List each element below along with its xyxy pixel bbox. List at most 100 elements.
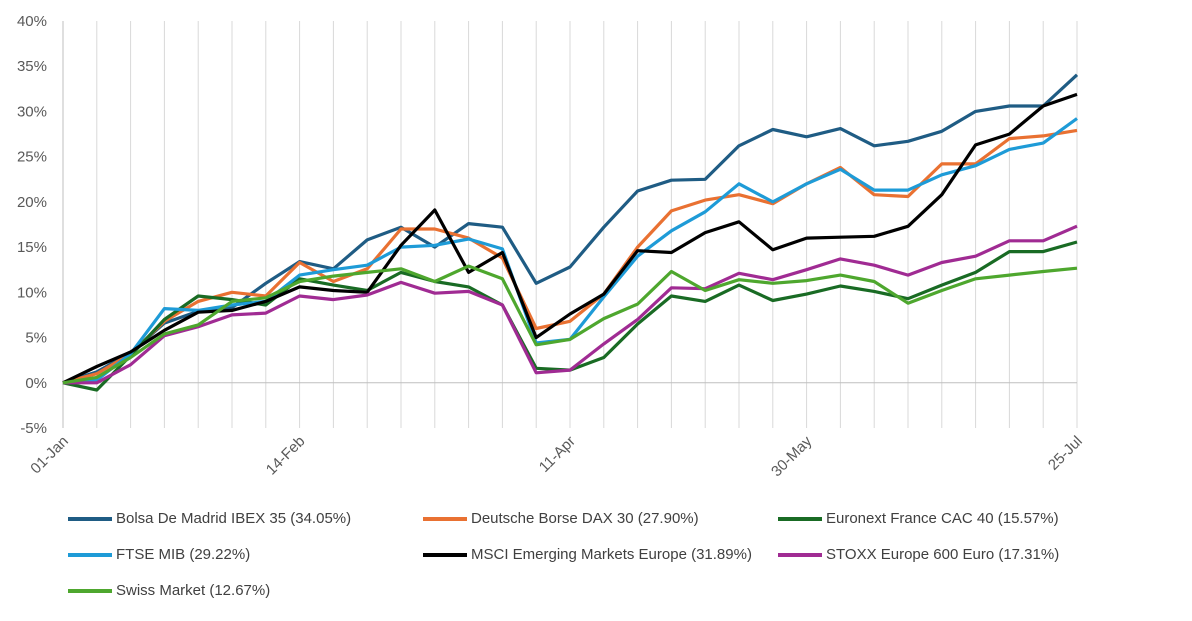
data-point bbox=[1008, 137, 1011, 140]
data-point bbox=[704, 198, 707, 201]
data-point bbox=[366, 264, 369, 267]
legend-label: STOXX Europe 600 Euro (17.31%) bbox=[826, 546, 1060, 563]
data-point bbox=[1042, 239, 1045, 242]
data-point bbox=[636, 322, 639, 325]
data-point bbox=[501, 303, 504, 306]
series-line bbox=[62, 128, 1078, 385]
data-point bbox=[95, 365, 98, 368]
data-point bbox=[95, 388, 98, 391]
data-point bbox=[636, 249, 639, 252]
data-point bbox=[805, 236, 808, 239]
data-point bbox=[873, 193, 876, 196]
data-point bbox=[805, 182, 808, 185]
data-point bbox=[839, 257, 842, 260]
data-point bbox=[1008, 104, 1011, 107]
data-point bbox=[670, 251, 673, 254]
data-point bbox=[670, 286, 673, 289]
data-point bbox=[737, 144, 740, 147]
data-point bbox=[805, 268, 808, 271]
data-point bbox=[940, 261, 943, 264]
data-point bbox=[636, 246, 639, 249]
data-point bbox=[568, 338, 571, 341]
series-line bbox=[62, 264, 1078, 385]
data-point bbox=[1042, 250, 1045, 253]
data-point bbox=[1075, 73, 1078, 76]
data-point bbox=[602, 226, 605, 229]
legend-item: STOXX Europe 600 Euro (17.31%) bbox=[778, 546, 1059, 563]
data-point bbox=[737, 278, 740, 281]
data-point bbox=[399, 244, 402, 247]
data-point bbox=[704, 210, 707, 213]
data-point bbox=[1008, 239, 1011, 242]
data-point bbox=[433, 292, 436, 295]
legend-item: Deutsche Borse DAX 30 (27.90%) bbox=[423, 510, 699, 527]
y-tick-label: 5% bbox=[25, 330, 47, 347]
data-point bbox=[332, 268, 335, 271]
data-point bbox=[433, 244, 436, 247]
line-chart: -5% 0% 5% 10% 15% 20% 25% 30% 35% 40% 01-Jan 14-Fe… bbox=[17, 13, 1086, 480]
vertical-gridlines bbox=[62, 21, 1078, 428]
data-point bbox=[501, 277, 504, 280]
data-point bbox=[197, 300, 200, 303]
data-point bbox=[129, 363, 132, 366]
data-point bbox=[636, 255, 639, 258]
data-point bbox=[568, 369, 571, 372]
data-point bbox=[163, 307, 166, 310]
data-point bbox=[467, 290, 470, 293]
data-point bbox=[940, 130, 943, 133]
data-point bbox=[771, 299, 774, 302]
data-point bbox=[568, 320, 571, 323]
data-point bbox=[737, 193, 740, 196]
y-tick-label: 25% bbox=[17, 149, 47, 166]
data-point bbox=[332, 283, 335, 286]
data-point bbox=[771, 248, 774, 251]
data-point bbox=[1042, 104, 1045, 107]
data-point bbox=[399, 227, 402, 230]
x-tick-label: 01-Jan bbox=[27, 433, 71, 477]
data-point bbox=[230, 309, 233, 312]
data-point bbox=[467, 271, 470, 274]
data-point bbox=[839, 284, 842, 287]
data-point bbox=[670, 229, 673, 232]
data-point bbox=[366, 271, 369, 274]
legend-item: Swiss Market (12.67%) bbox=[68, 582, 270, 599]
data-point bbox=[602, 317, 605, 320]
series-line bbox=[62, 92, 1078, 385]
data-point bbox=[535, 371, 538, 374]
legend-swatch bbox=[68, 552, 112, 557]
series-line bbox=[62, 73, 1079, 385]
series-lines bbox=[62, 73, 1079, 392]
data-point bbox=[602, 342, 605, 345]
x-tick-label: 14-Feb bbox=[263, 433, 309, 479]
data-point bbox=[264, 296, 267, 299]
series-0 bbox=[62, 73, 1079, 385]
series-6 bbox=[62, 264, 1078, 385]
data-point bbox=[568, 312, 571, 315]
data-point bbox=[399, 267, 402, 270]
series-line bbox=[63, 224, 1078, 385]
data-point bbox=[940, 193, 943, 196]
legend-item: Bolsa De Madrid IBEX 35 (34.05%) bbox=[68, 510, 351, 527]
data-point bbox=[771, 278, 774, 281]
y-tick-label: 35% bbox=[17, 58, 47, 75]
data-point bbox=[1008, 274, 1011, 277]
legend-label: FTSE MIB (29.22%) bbox=[116, 546, 251, 563]
data-point bbox=[974, 255, 977, 258]
data-point bbox=[704, 231, 707, 234]
data-point bbox=[264, 303, 267, 306]
data-point bbox=[366, 238, 369, 241]
data-point bbox=[873, 280, 876, 283]
data-point bbox=[805, 293, 808, 296]
data-point bbox=[906, 274, 909, 277]
data-point bbox=[535, 282, 538, 285]
y-tick-label: 10% bbox=[17, 284, 47, 301]
legend-label: Bolsa De Madrid IBEX 35 (34.05%) bbox=[116, 510, 352, 527]
legend-swatch bbox=[423, 516, 467, 521]
data-point bbox=[197, 311, 200, 314]
data-point bbox=[433, 280, 436, 283]
data-point bbox=[366, 293, 369, 296]
data-point bbox=[1075, 267, 1078, 270]
data-point bbox=[737, 182, 740, 185]
data-point bbox=[974, 110, 977, 113]
data-point bbox=[129, 350, 132, 353]
